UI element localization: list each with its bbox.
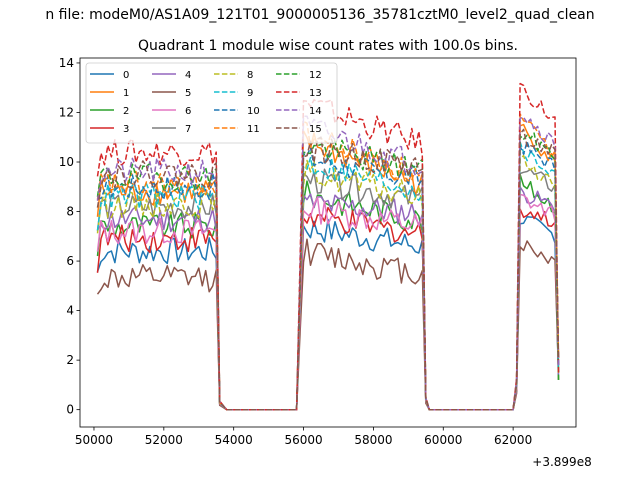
y-axis: 0 2 4 6 8 10 12 14 <box>59 56 80 417</box>
y-tick-label: 4 <box>66 304 74 318</box>
x-tick-label: 52000 <box>145 433 183 447</box>
x-tick-label: 60000 <box>424 433 462 447</box>
y-tick-label: 6 <box>66 254 74 268</box>
y-tick-label: 14 <box>59 56 74 70</box>
legend-label-10: 10 <box>247 106 260 117</box>
chart-title: Quadrant 1 module wise count rates with … <box>138 38 518 54</box>
axes-frame <box>79 57 577 428</box>
y-tick-label: 2 <box>66 353 74 367</box>
legend-label-14: 14 <box>309 106 322 117</box>
legend-label-15: 15 <box>309 124 322 135</box>
x-tick-label: 62000 <box>494 433 532 447</box>
plot-area: 50000 52000 54000 56000 58000 60000 62000 0 2 4 6… <box>59 56 592 469</box>
x-axis: 50000 52000 54000 56000 58000 60000 62000 <box>75 427 532 447</box>
y-tick-label: 0 <box>66 403 74 417</box>
legend-frame <box>85 62 338 144</box>
x-offset-label: +3.899e8 <box>532 455 591 469</box>
legend-label-2: 2 <box>123 106 129 117</box>
x-tick-label: 56000 <box>284 433 322 447</box>
legend-label-12: 12 <box>309 70 322 81</box>
series-line-10 <box>97 140 560 411</box>
legend-label-11: 11 <box>247 124 260 135</box>
y-tick-label: 10 <box>59 155 74 169</box>
legend-label-4: 4 <box>185 70 191 81</box>
series-line-8 <box>96 154 560 411</box>
figure-suptitle: n file: modeM0/AS1A09_121T01_9000005136_… <box>45 7 594 23</box>
legend-label-7: 7 <box>185 124 191 135</box>
y-tick-label: 8 <box>66 205 74 219</box>
x-tick-label: 54000 <box>215 433 253 447</box>
x-tick-label: 50000 <box>75 433 113 447</box>
legend-label-5: 5 <box>185 88 191 99</box>
legend-label-3: 3 <box>123 124 129 135</box>
legend-label-8: 8 <box>247 70 253 81</box>
legend-label-1: 1 <box>123 88 129 99</box>
series-line-15 <box>96 128 560 411</box>
x-tick-label: 58000 <box>354 433 392 447</box>
y-tick-label: 12 <box>59 105 74 119</box>
legend-label-9: 9 <box>247 88 253 99</box>
series-layer <box>96 82 560 411</box>
legend-label-6: 6 <box>185 106 191 117</box>
legend-label-13: 13 <box>309 88 322 99</box>
legend-label-0: 0 <box>123 70 129 81</box>
